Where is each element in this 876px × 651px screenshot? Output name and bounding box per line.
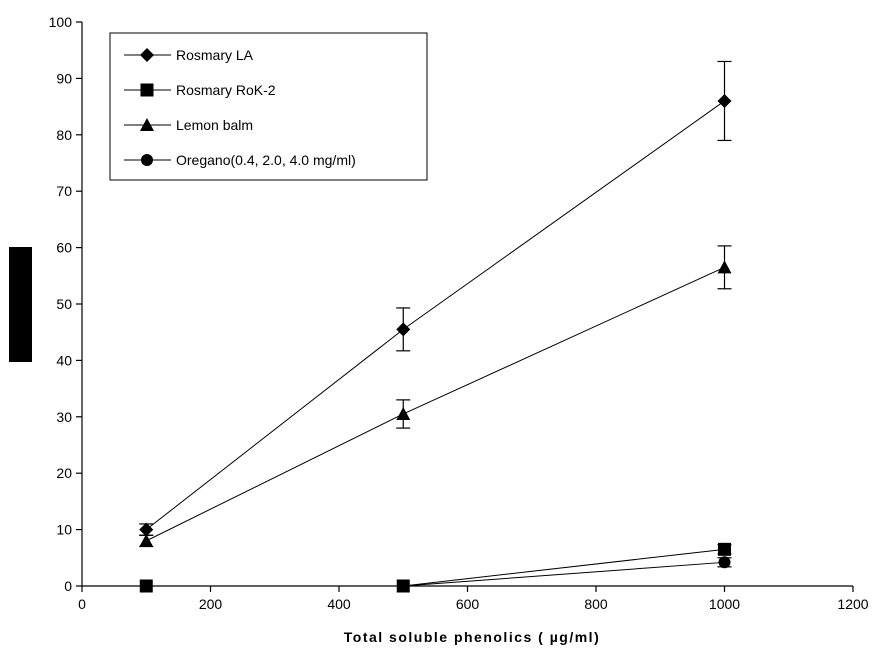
data-point xyxy=(397,580,410,592)
legend-label: Rosmary LA xyxy=(176,47,254,63)
y-tick-label: 90 xyxy=(56,70,72,86)
x-tick-label: 800 xyxy=(584,596,608,612)
x-tick-label: 200 xyxy=(199,596,223,612)
data-point xyxy=(717,260,732,274)
legend-box xyxy=(109,32,428,181)
series-line xyxy=(146,548,725,587)
legend-entry: Rosmary RoK-2 xyxy=(124,82,276,98)
legend-label: Rosmary RoK-2 xyxy=(176,82,276,98)
legend-entry: Oregano(0.4, 2.0, 4.0 mg/ml) xyxy=(124,152,356,168)
y-tick-label: 70 xyxy=(56,183,72,199)
data-point xyxy=(139,522,154,537)
data-point xyxy=(139,533,154,547)
x-tick-label: 600 xyxy=(456,596,480,612)
data-point xyxy=(718,542,731,556)
data-point xyxy=(396,322,411,337)
legend-marker xyxy=(140,83,154,97)
y-tick-label: 60 xyxy=(56,240,72,256)
y-tick-label: 20 xyxy=(56,465,72,481)
y-tick-label: 30 xyxy=(56,409,72,425)
data-point xyxy=(718,556,731,569)
legend-marker xyxy=(140,48,154,62)
y-axis-label-redacted-block xyxy=(9,247,32,362)
legend-entry: Lemon balm xyxy=(124,117,253,133)
series-4 xyxy=(140,556,732,592)
legend-entry: Rosmary LA xyxy=(124,47,254,63)
x-tick-label: 1000 xyxy=(709,596,740,612)
y-tick-label: 10 xyxy=(56,522,72,538)
x-tick-label: 400 xyxy=(327,596,351,612)
legend-marker xyxy=(141,154,153,166)
legend-label: Oregano(0.4, 2.0, 4.0 mg/ml) xyxy=(176,152,356,168)
x-tick-label: 1200 xyxy=(837,596,868,612)
y-tick-label: 50 xyxy=(56,296,72,312)
data-point xyxy=(396,406,411,420)
y-tick-label: 80 xyxy=(56,127,72,143)
series-3 xyxy=(139,245,732,548)
data-point xyxy=(140,580,153,592)
y-tick-label: 40 xyxy=(56,352,72,368)
x-tick-label: 0 xyxy=(78,596,86,612)
legend-label: Lemon balm xyxy=(176,117,253,133)
plot-area xyxy=(139,60,732,593)
x-axis-title: Total soluble phenolics ( µg/ml) xyxy=(344,629,600,645)
y-tick-label: 0 xyxy=(64,578,72,594)
y-tick-label: 100 xyxy=(49,14,73,30)
legend: Rosmary LA Rosmary RoK-2 Lemon balm Oregano… xyxy=(109,32,428,181)
legend-marker xyxy=(140,118,154,131)
series-line xyxy=(146,266,725,542)
series-2 xyxy=(139,542,732,593)
data-point xyxy=(717,93,732,108)
